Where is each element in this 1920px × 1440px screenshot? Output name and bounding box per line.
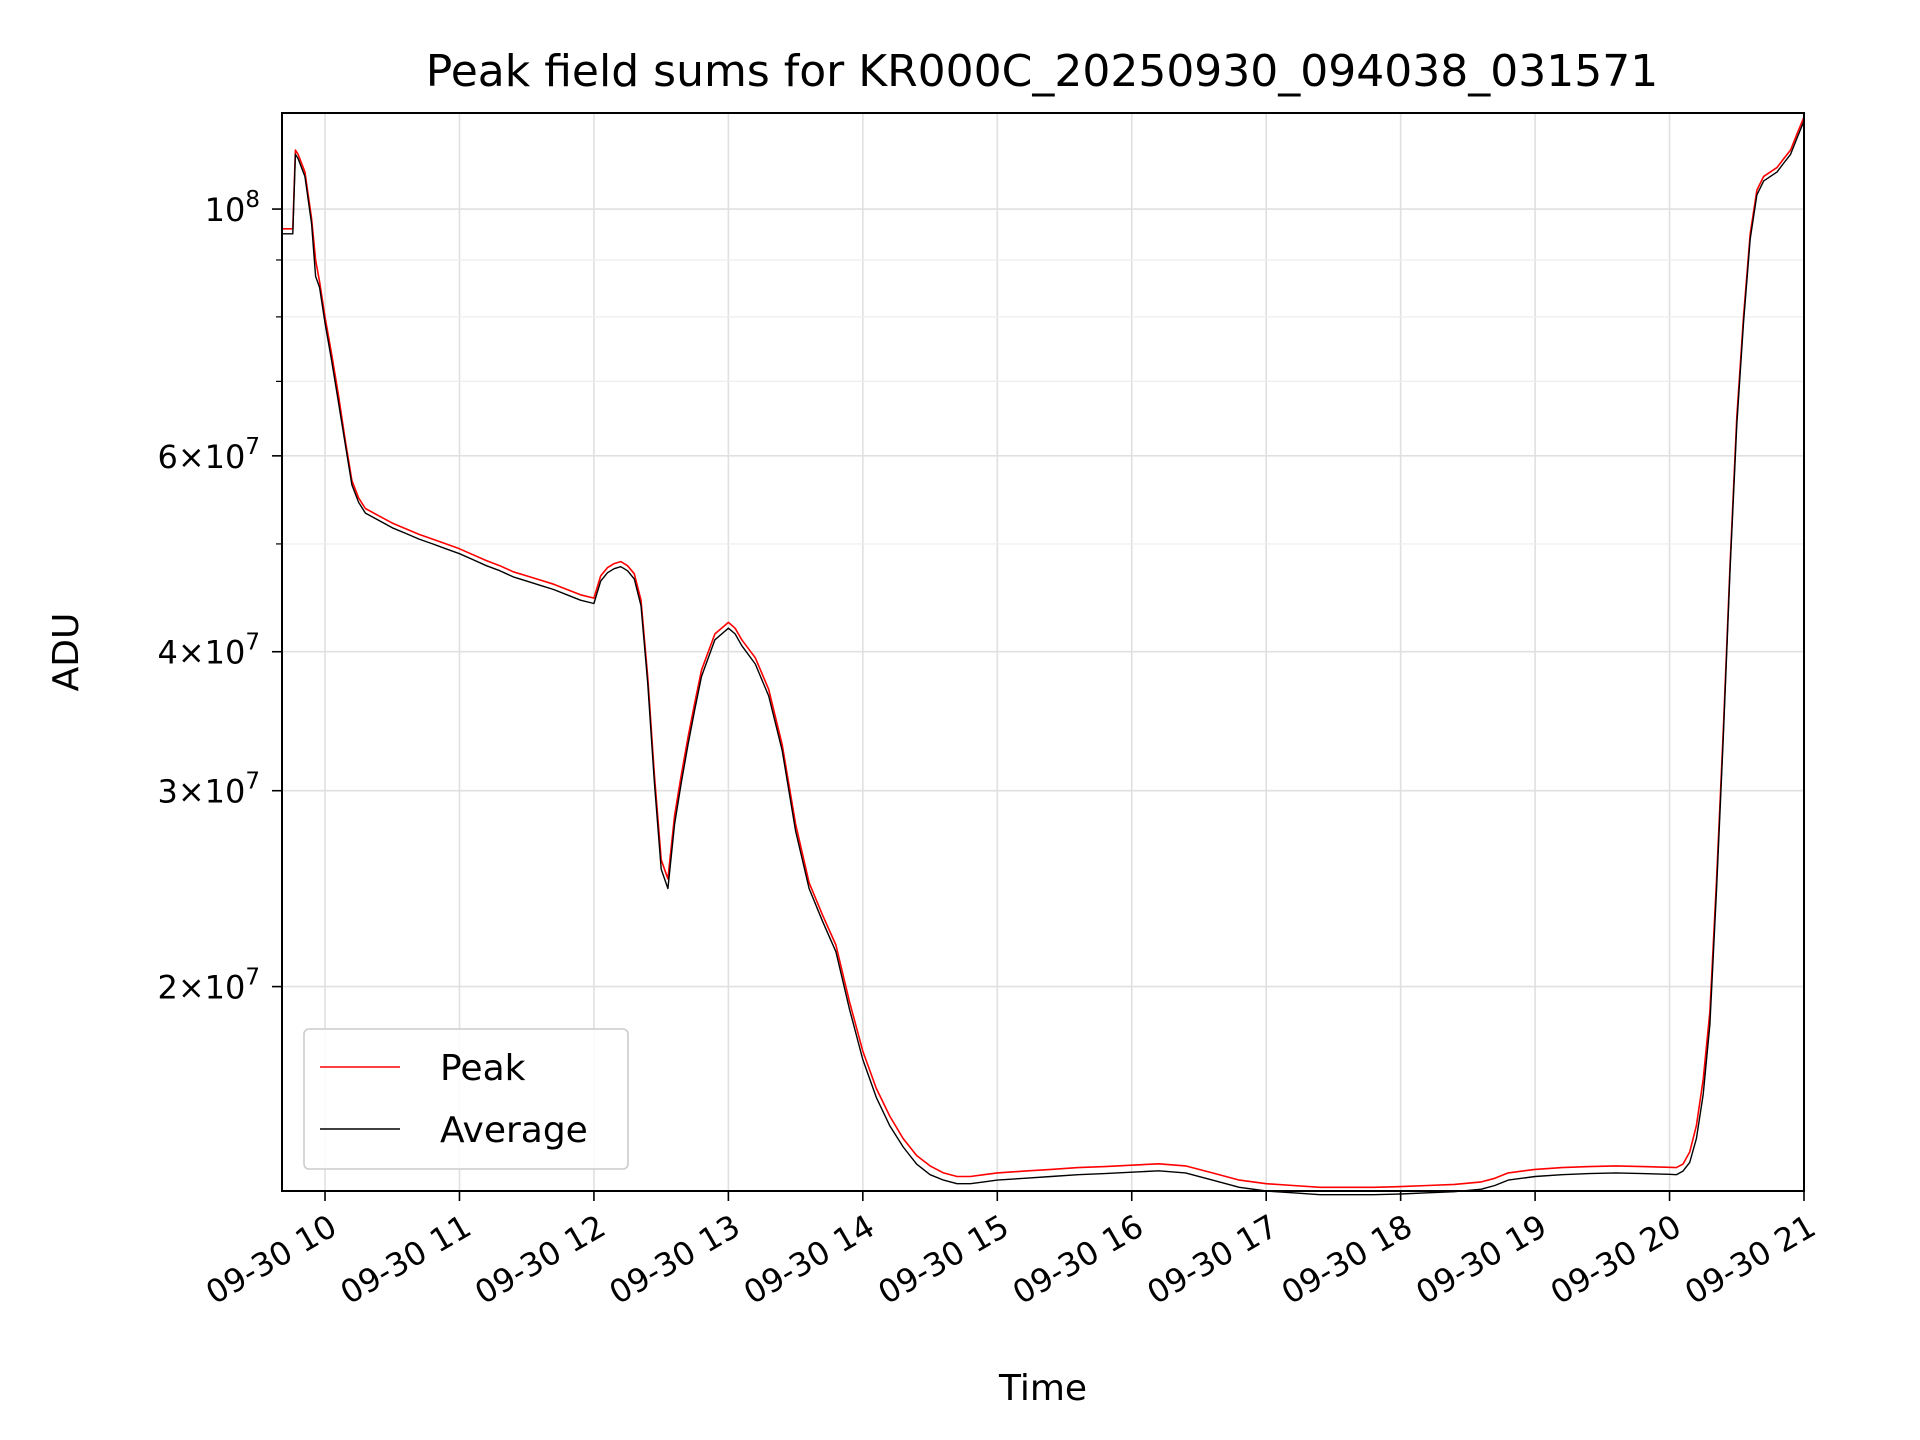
y-tick-label: 4×107	[157, 630, 260, 672]
y-tick-label: 2×107	[157, 965, 260, 1007]
series-line-peak	[282, 116, 1805, 1189]
y-axis-label: ADU	[46, 613, 87, 692]
legend-label-peak: Peak	[440, 1048, 526, 1089]
y-tick-label: 108	[205, 187, 260, 229]
legend-box	[303, 1028, 629, 1170]
y-tick-label: 6×107	[157, 434, 260, 476]
x-axis-label: Time	[998, 1368, 1087, 1409]
legend: Peak Average	[303, 1028, 629, 1170]
y-tick-label: 3×107	[157, 769, 260, 811]
series-group	[282, 116, 1805, 1196]
legend-label-average: Average	[440, 1110, 588, 1151]
chart-title: Peak field sums for KR000C_20250930_0940…	[426, 46, 1658, 97]
y-axis: 2×107 3×107 4×107 6×107 108	[157, 187, 282, 1007]
series-line-average	[282, 120, 1805, 1196]
